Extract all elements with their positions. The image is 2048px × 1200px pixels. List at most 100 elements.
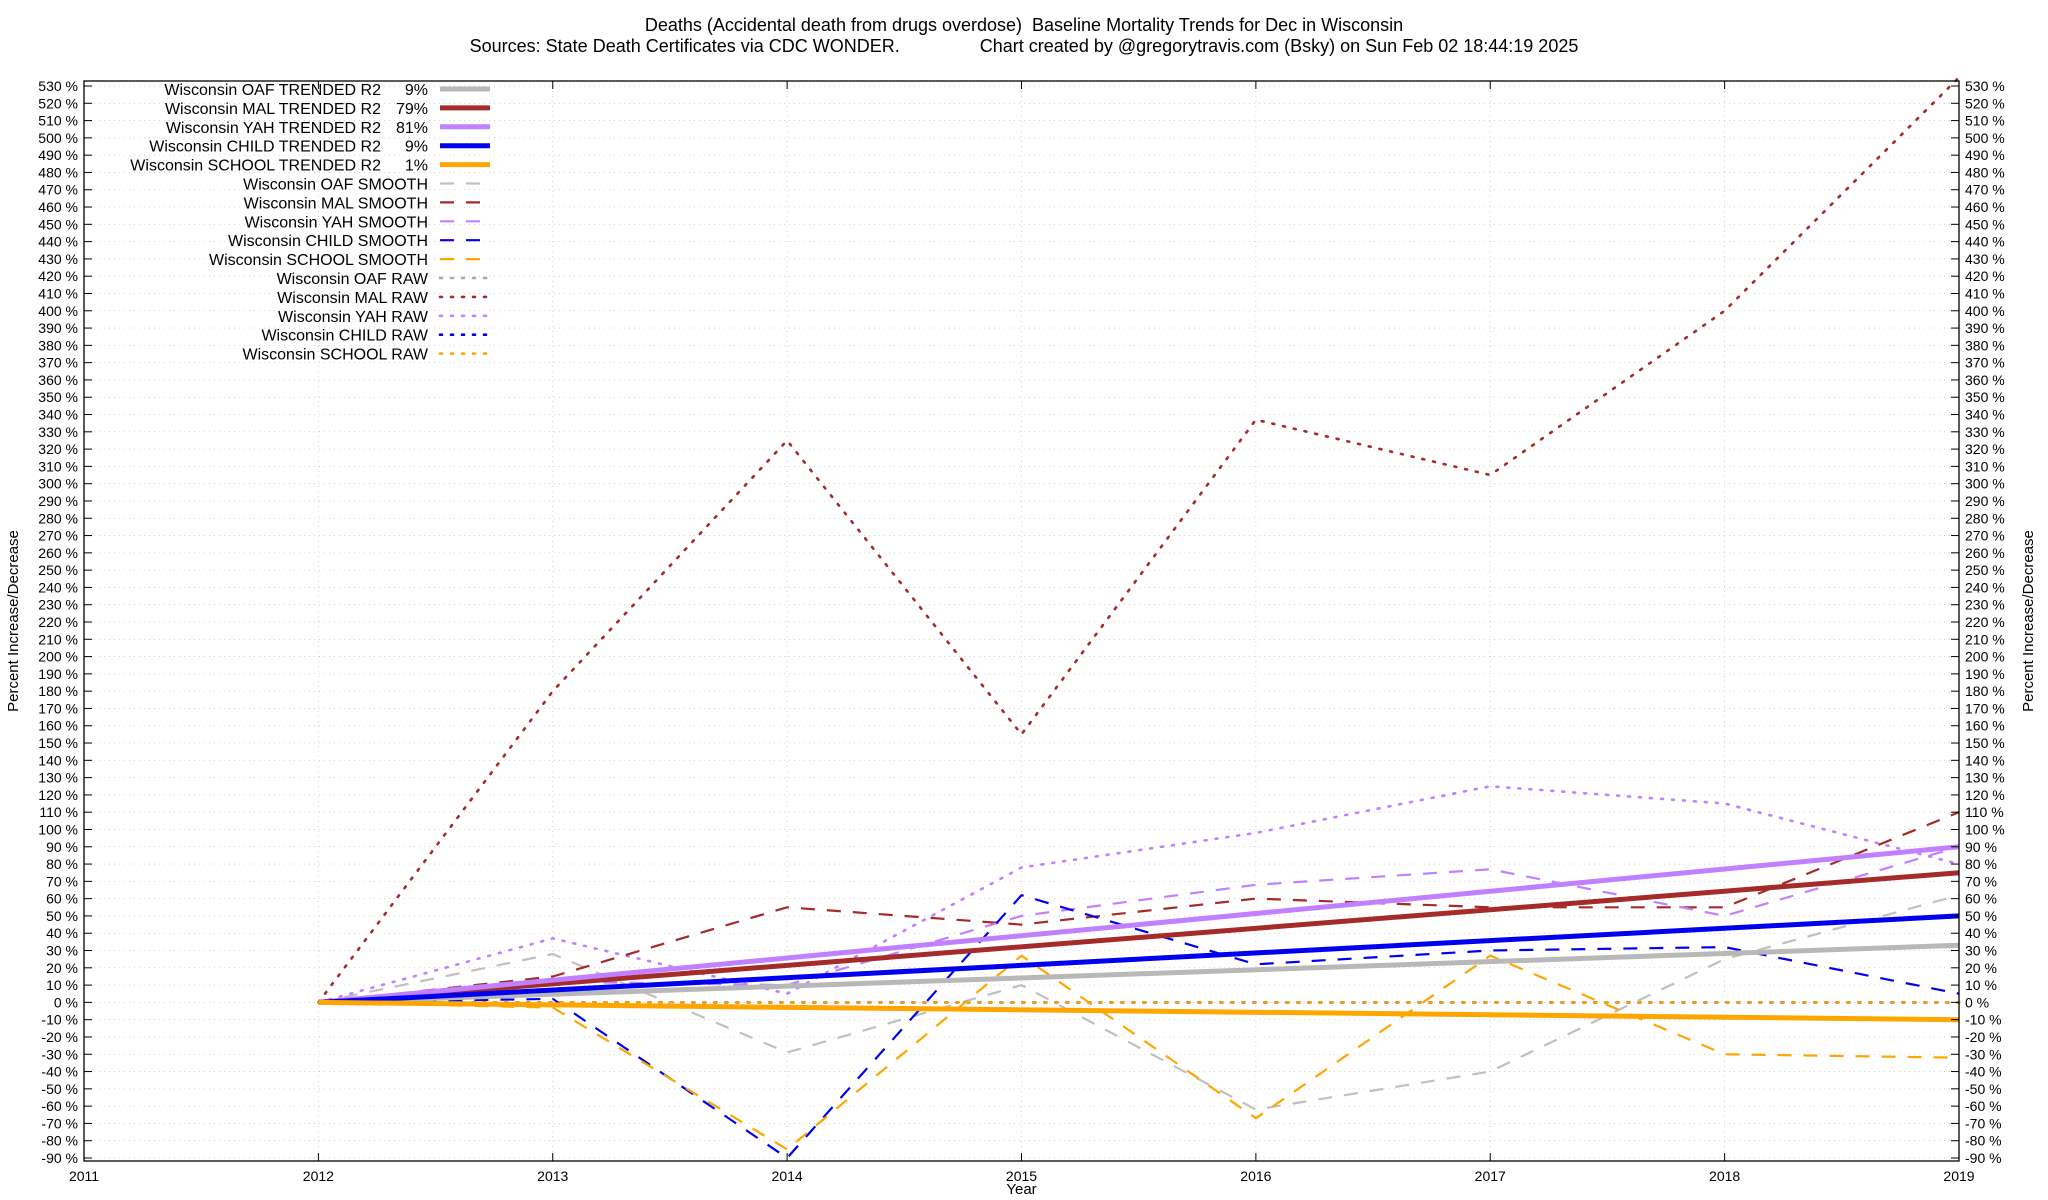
- y-tick-label-right: 450 %: [1965, 216, 2005, 232]
- legend-label-wisconsin-school-raw: Wisconsin SCHOOL RAW: [242, 347, 428, 364]
- y-tick-label-right: 370 %: [1965, 355, 2005, 371]
- y-tick-label: 200 %: [38, 649, 78, 665]
- y-tick-label: -50 %: [41, 1081, 78, 1097]
- x-axis-label: Year: [1006, 1181, 1036, 1198]
- x-tick-label: 2015: [1006, 1168, 1037, 1184]
- y-tick-label-right: 140 %: [1965, 752, 2005, 768]
- y-tick-label: 420 %: [38, 268, 78, 284]
- y-tick-label-right: 10 %: [1965, 977, 1997, 993]
- y-tick-label-right: 470 %: [1965, 182, 2005, 198]
- legend-label-wisconsin-oaf-smooth: Wisconsin OAF SMOOTH: [243, 177, 428, 194]
- y-tick-label-right: 70 %: [1965, 873, 1997, 889]
- y-tick-label-right: 60 %: [1965, 891, 1997, 907]
- legend-label-wisconsin-school-trended-r2: Wisconsin SCHOOL TRENDED R2: [130, 158, 381, 175]
- series-line-wisconsin-mal-raw: [317, 76, 1961, 1004]
- y-tick-label-right: 530 %: [1965, 78, 2005, 94]
- y-tick-label: 90 %: [46, 839, 78, 855]
- y-tick-label: 50 %: [46, 908, 78, 924]
- y-axis-label-left: Percent Increase/Decrease: [5, 530, 22, 712]
- y-tick-label: 370 %: [38, 355, 78, 371]
- y-tick-label: 400 %: [38, 303, 78, 319]
- y-tick-label-right: 20 %: [1965, 960, 1997, 976]
- y-tick-label: 440 %: [38, 234, 78, 250]
- y-tick-label-right: 360 %: [1965, 372, 2005, 388]
- y-tick-label: 290 %: [38, 493, 78, 509]
- x-tick-label: 2013: [537, 1168, 568, 1184]
- legend-label-wisconsin-yah-trended-r2: Wisconsin YAH TRENDED R2: [166, 120, 381, 137]
- y-tick-label-right: 380 %: [1965, 337, 2005, 353]
- y-tick-label: 260 %: [38, 545, 78, 561]
- y-tick-label-right: 510 %: [1965, 113, 2005, 129]
- series-line-wisconsin-yah-trended-r2: [318, 844, 1960, 1005]
- y-tick-label-right: 200 %: [1965, 649, 2005, 665]
- y-tick-label: 120 %: [38, 787, 78, 803]
- y-tick-label-right: -20 %: [1965, 1029, 2002, 1045]
- chart-subtitle: Sources: State Death Certificates via CD…: [469, 36, 1579, 56]
- y-tick-label-right: 460 %: [1965, 199, 2005, 215]
- y-tick-label-right: -90 %: [1965, 1150, 2002, 1166]
- y-tick-label: 300 %: [38, 476, 78, 492]
- legend-label-wisconsin-school-smooth: Wisconsin SCHOOL SMOOTH: [209, 252, 428, 269]
- y-tick-label-right: -50 %: [1965, 1081, 2002, 1097]
- y-tick-label: 20 %: [46, 960, 78, 976]
- y-tick-label-right: 210 %: [1965, 631, 2005, 647]
- y-tick-label-right: 220 %: [1965, 614, 2005, 630]
- y-tick-label: 150 %: [38, 735, 78, 751]
- y-tick-label: 110 %: [39, 804, 78, 820]
- y-tick-label-right: -30 %: [1965, 1046, 2002, 1062]
- y-tick-label: 530 %: [38, 78, 78, 94]
- y-tick-label-right: 100 %: [1965, 821, 2005, 837]
- y-tick-label-right: -10 %: [1965, 1012, 2002, 1028]
- y-tick-label: 0 %: [54, 994, 78, 1010]
- series-line-wisconsin-child-trended-r2: [318, 913, 1960, 1005]
- y-tick-label-right: 110 %: [1965, 804, 2004, 820]
- legend-label-wisconsin-yah-smooth: Wisconsin YAH SMOOTH: [245, 214, 428, 231]
- y-tick-label: -90 %: [41, 1150, 78, 1166]
- y-tick-label-right: -60 %: [1965, 1098, 2002, 1114]
- y-tick-label-right: 230 %: [1965, 597, 2005, 613]
- chart-title: Deaths (Accidental death from drugs over…: [644, 15, 1404, 35]
- series-line-wisconsin-child-smooth: [318, 894, 1960, 1160]
- y-tick-label: 180 %: [38, 683, 78, 699]
- x-tick-label: 2018: [1709, 1168, 1740, 1184]
- legend-r2-value: 81%: [396, 120, 428, 137]
- y-tick-label-right: 270 %: [1965, 528, 2005, 544]
- y-tick-label: 160 %: [38, 718, 78, 734]
- y-tick-label: 100 %: [38, 821, 78, 837]
- y-tick-label: 40 %: [46, 925, 78, 941]
- y-tick-label: 80 %: [46, 856, 78, 872]
- y-tick-label: 350 %: [38, 389, 78, 405]
- y-tick-label: 480 %: [38, 164, 78, 180]
- legend-label-wisconsin-mal-trended-r2: Wisconsin MAL TRENDED R2: [165, 101, 381, 118]
- y-tick-label-right: 250 %: [1965, 562, 2005, 578]
- y-tick-label-right: -70 %: [1965, 1115, 2002, 1131]
- y-tick-label: -40 %: [41, 1064, 78, 1080]
- y-tick-label: 340 %: [38, 407, 78, 423]
- y-tick-label-right: 420 %: [1965, 268, 2005, 284]
- y-tick-label: 360 %: [38, 372, 78, 388]
- y-tick-label: 430 %: [38, 251, 78, 267]
- y-tick-label-right: -80 %: [1965, 1133, 2002, 1149]
- y-tick-label: 140 %: [38, 752, 78, 768]
- y-tick-label: 310 %: [38, 458, 78, 474]
- y-tick-label: 460 %: [38, 199, 78, 215]
- y-tick-label-right: 290 %: [1965, 493, 2005, 509]
- y-tick-label-right: 50 %: [1965, 908, 1997, 924]
- y-tick-label: 30 %: [46, 943, 78, 959]
- y-tick-label: 190 %: [38, 666, 78, 682]
- y-tick-label-right: 80 %: [1965, 856, 1997, 872]
- y-tick-label-right: 390 %: [1965, 320, 2005, 336]
- y-tick-label-right: 160 %: [1965, 718, 2005, 734]
- axis-ticks: -90 % -90 %-80 % -80 %-70 % -70 %-60 % -60 %…: [38, 78, 2004, 1184]
- y-tick-label-right: 480 %: [1965, 164, 2005, 180]
- y-tick-label: 220 %: [38, 614, 78, 630]
- y-tick-label-right: 400 %: [1965, 303, 2005, 319]
- legend-r2-value: 1%: [405, 158, 428, 175]
- y-tick-label: 10 %: [46, 977, 78, 993]
- y-tick-label: -80 %: [41, 1133, 78, 1149]
- legend-label-wisconsin-yah-raw: Wisconsin YAH RAW: [278, 309, 429, 326]
- legend-label-wisconsin-mal-smooth: Wisconsin MAL SMOOTH: [244, 195, 428, 212]
- series-line-wisconsin-oaf-smooth: [318, 894, 1960, 1111]
- y-tick-label-right: 30 %: [1965, 943, 1997, 959]
- y-tick-label: 70 %: [46, 873, 78, 889]
